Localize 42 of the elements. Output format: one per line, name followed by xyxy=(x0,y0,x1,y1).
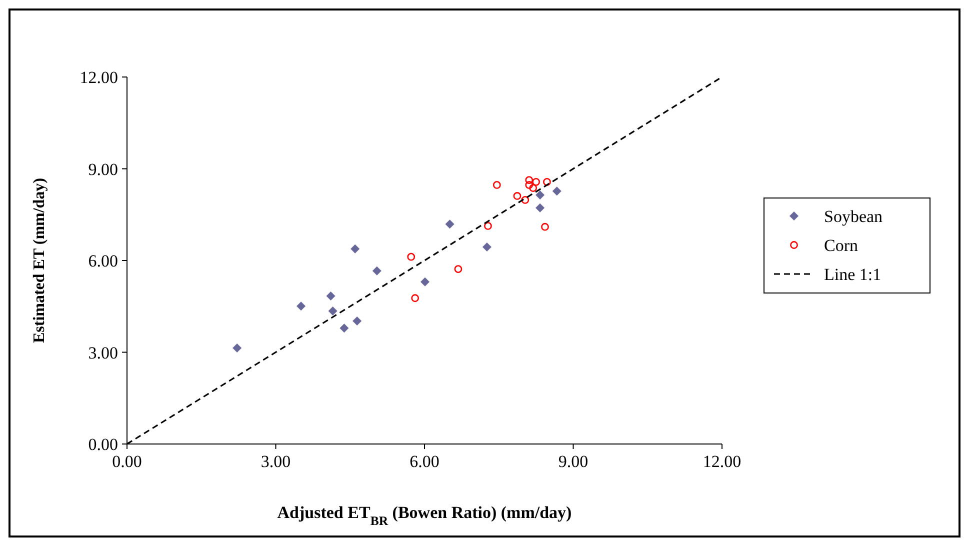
point xyxy=(350,244,360,254)
legend-label: Soybean xyxy=(824,207,884,226)
point xyxy=(492,181,501,189)
legend-label: Corn xyxy=(824,236,858,255)
point xyxy=(328,306,338,316)
point xyxy=(372,266,382,276)
point xyxy=(411,294,420,302)
point xyxy=(454,265,462,274)
point xyxy=(340,324,349,333)
point xyxy=(525,181,534,189)
point xyxy=(525,176,534,184)
point xyxy=(513,192,522,200)
point xyxy=(532,178,540,186)
x-axis-title: Adjusted ET$_{BR}$ (Bowen Ratio) (mm/day) xyxy=(277,503,572,528)
point xyxy=(543,178,551,186)
y-tick-label: 12.00 xyxy=(80,68,118,87)
y-tick-label: 6.00 xyxy=(88,252,118,270)
point xyxy=(529,184,538,192)
point xyxy=(482,242,492,252)
x-tick-label: 9.00 xyxy=(558,452,588,471)
point xyxy=(232,343,242,352)
point xyxy=(445,220,454,229)
y-tick-label: 3.00 xyxy=(88,343,118,362)
point xyxy=(296,302,306,311)
x-tick-label: 6.00 xyxy=(410,452,440,471)
x-tick-label: 3.00 xyxy=(260,452,291,471)
point xyxy=(352,316,362,326)
y-tick-label: 9.00 xyxy=(88,160,118,179)
y-tick-label: 0.00 xyxy=(88,435,118,454)
y-axis-title: Estimated ET (mm/day) xyxy=(31,178,48,344)
point xyxy=(541,222,549,231)
legend-label: Line 1:1 xyxy=(824,265,882,284)
point xyxy=(484,222,492,230)
point xyxy=(407,252,416,261)
point xyxy=(536,190,545,200)
point xyxy=(326,291,336,300)
x-tick-label: 12.00 xyxy=(702,452,742,471)
point xyxy=(420,277,430,286)
point xyxy=(552,186,562,196)
x-tick-label: 0.00 xyxy=(112,452,142,471)
point xyxy=(536,203,545,212)
point xyxy=(521,196,530,204)
